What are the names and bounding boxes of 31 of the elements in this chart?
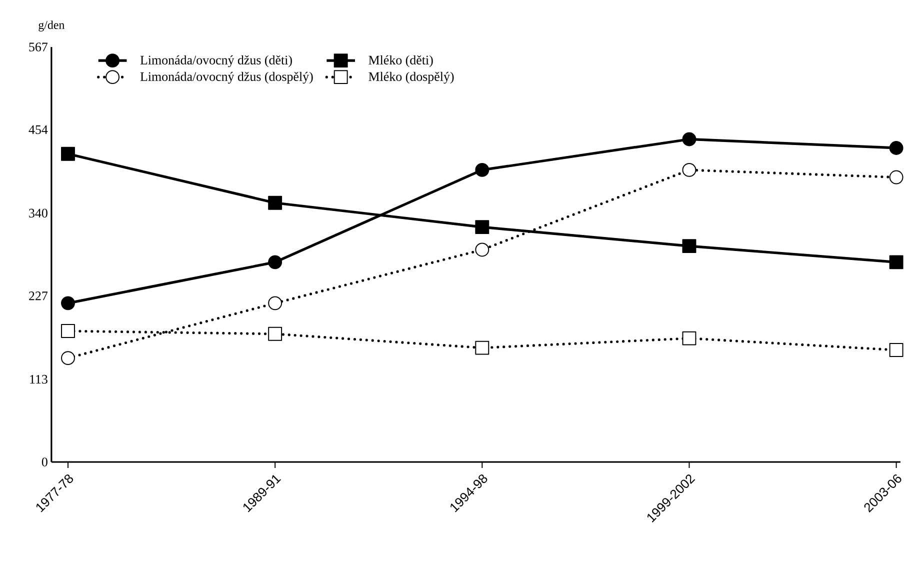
point [268, 196, 282, 210]
legend-label: Limonáda/ovocný džus (děti) [140, 55, 292, 68]
point [268, 326, 282, 341]
point [61, 146, 75, 161]
point [61, 351, 75, 366]
point [475, 162, 490, 177]
point [61, 324, 75, 338]
point [682, 132, 696, 146]
point [475, 340, 490, 355]
point [889, 141, 904, 155]
y-tick-label: 113 [30, 374, 48, 384]
y-tick-label: 340 [29, 208, 48, 218]
point [682, 239, 696, 254]
y-axis-title: g/den [38, 20, 65, 32]
y-tick-label: 0 [42, 458, 48, 466]
point [682, 162, 696, 177]
point [889, 170, 904, 184]
point [268, 296, 282, 310]
point [475, 220, 490, 234]
point [889, 343, 904, 357]
legend-label: Mléko (dospělý) [368, 72, 454, 84]
point [61, 296, 75, 310]
legend-label: Limonáda/ovocný džus (dospělý) [140, 72, 313, 84]
legend-label: Mléko (děti) [368, 55, 433, 68]
point [682, 331, 696, 346]
point [889, 255, 904, 270]
y-tick-label: 567 [29, 42, 48, 52]
y-tick-label: 454 [28, 125, 48, 134]
y-tick-label: 227 [29, 292, 48, 300]
point [268, 255, 282, 270]
point [475, 242, 490, 257]
